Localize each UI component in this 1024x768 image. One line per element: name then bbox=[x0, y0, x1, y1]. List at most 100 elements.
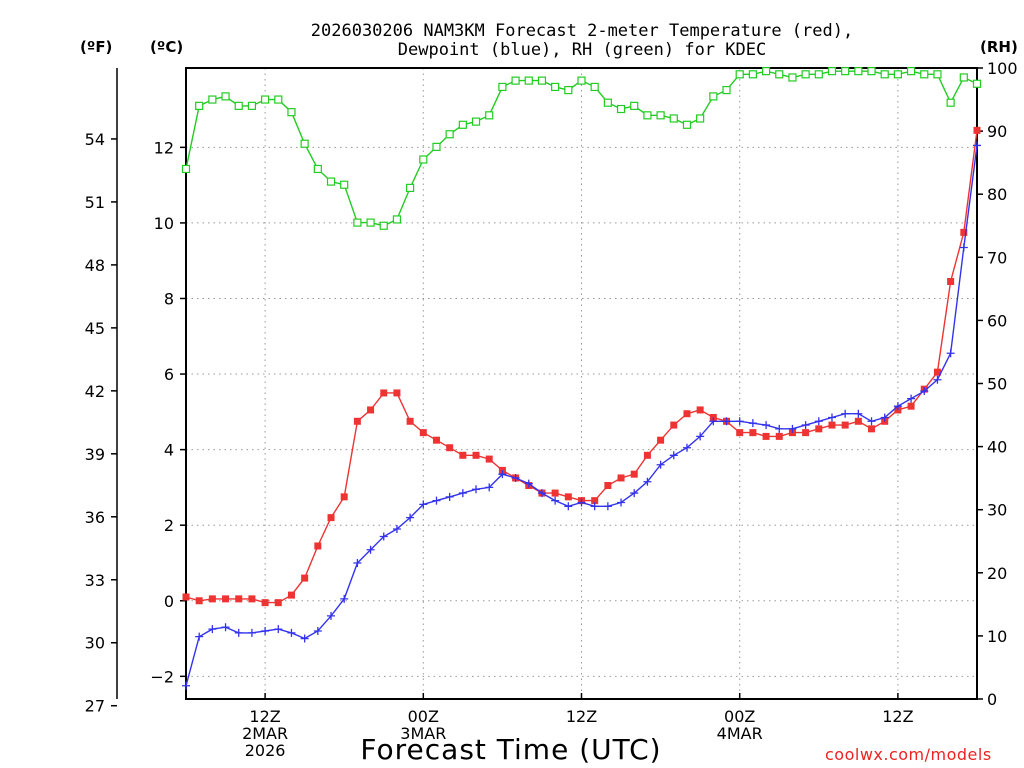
dewpoint-point bbox=[643, 477, 652, 486]
relative-humidity-point bbox=[247, 101, 257, 110]
dewpoint-point bbox=[696, 432, 705, 441]
temperature-point bbox=[841, 421, 849, 429]
dewpoint-point bbox=[933, 375, 942, 384]
dewpoint-point bbox=[392, 524, 401, 533]
relative-humidity-point bbox=[788, 73, 797, 82]
celsius-tick-label: −2 bbox=[150, 667, 174, 686]
temperature-point bbox=[670, 421, 678, 429]
dewpoint-point bbox=[801, 421, 810, 430]
celsius-tick-label: 2 bbox=[164, 516, 174, 535]
temperature-point bbox=[907, 402, 915, 410]
temperature-point bbox=[367, 406, 375, 414]
relative-humidity-point bbox=[656, 111, 665, 120]
dewpoint-point bbox=[472, 485, 481, 494]
dewpoint-point bbox=[353, 558, 362, 567]
dewpoint-point bbox=[617, 498, 626, 507]
credit-text: coolwx.com/models bbox=[825, 745, 992, 764]
celsius-tick-label: 8 bbox=[164, 289, 174, 308]
relative-humidity-point bbox=[959, 73, 968, 82]
celsius-tick-label: 0 bbox=[164, 592, 174, 611]
dewpoint-point bbox=[748, 419, 757, 428]
relative-humidity-point bbox=[300, 139, 309, 148]
relative-humidity-point bbox=[471, 117, 481, 126]
temperature-point bbox=[235, 595, 243, 603]
temperature-point bbox=[643, 451, 651, 459]
dewpoint-point bbox=[867, 417, 876, 426]
temperature-point bbox=[459, 451, 467, 459]
celsius-unit-label: (ºC) bbox=[150, 38, 183, 56]
relative-humidity-point bbox=[920, 70, 929, 79]
x-axis-title: Forecast Time (UTC) bbox=[360, 733, 661, 766]
fahrenheit-tick-label: 48 bbox=[85, 256, 105, 275]
relative-humidity-point bbox=[340, 180, 349, 189]
celsius-tick-label: 4 bbox=[164, 441, 174, 460]
dewpoint-point bbox=[379, 532, 388, 541]
relative-humidity-point bbox=[761, 67, 771, 76]
relative-humidity-point bbox=[603, 98, 612, 107]
x-tick-label: 2MAR bbox=[242, 724, 288, 743]
fahrenheit-tick-label: 54 bbox=[85, 130, 105, 149]
fahrenheit-tick-label: 27 bbox=[85, 697, 105, 716]
rh-tick-label: 60 bbox=[987, 311, 1007, 330]
relative-humidity-point bbox=[972, 79, 982, 88]
dewpoint-point bbox=[432, 496, 441, 505]
relative-humidity-point bbox=[880, 70, 889, 79]
relative-humidity-point bbox=[946, 98, 955, 107]
dewpoint-point bbox=[208, 625, 217, 634]
dewpoint-point bbox=[564, 502, 573, 511]
temperature-point bbox=[736, 429, 744, 437]
relative-humidity-point bbox=[814, 70, 823, 79]
x-tick-label: 00Z bbox=[724, 707, 755, 726]
temperature-point bbox=[696, 406, 704, 414]
temperature-point bbox=[222, 595, 230, 603]
dewpoint-point bbox=[445, 492, 454, 501]
dewpoint-point bbox=[920, 387, 929, 396]
dewpoint-point bbox=[537, 489, 546, 498]
temperature-point bbox=[261, 599, 269, 607]
dewpoint-point bbox=[854, 409, 863, 418]
relative-humidity-point bbox=[735, 70, 744, 79]
fahrenheit-tick-label: 33 bbox=[85, 571, 105, 590]
relative-humidity-point bbox=[234, 101, 243, 110]
fahrenheit-tick-label: 45 bbox=[85, 319, 105, 338]
celsius-tick-label: 6 bbox=[164, 365, 174, 384]
temperature-point bbox=[287, 591, 295, 599]
relative-humidity-point bbox=[221, 92, 230, 101]
relative-humidity-point bbox=[406, 183, 415, 192]
dewpoint-point bbox=[973, 141, 981, 150]
dewpoint-point bbox=[261, 626, 270, 635]
x-tick-label: 12Z bbox=[249, 707, 280, 726]
x-tick-label: 2026 bbox=[245, 741, 286, 760]
dewpoint-point bbox=[603, 502, 612, 511]
temperature-point bbox=[868, 425, 876, 433]
dewpoint-point bbox=[195, 632, 204, 641]
relative-humidity-point bbox=[616, 104, 626, 114]
x-tick-label: 12Z bbox=[566, 707, 597, 726]
fahrenheit-tick-label: 42 bbox=[85, 382, 105, 401]
relative-humidity-point bbox=[445, 130, 454, 139]
relative-humidity-point bbox=[669, 114, 678, 123]
temperature-point bbox=[353, 417, 361, 425]
fahrenheit-tick-label: 39 bbox=[85, 445, 105, 464]
dewpoint-point bbox=[722, 417, 731, 426]
relative-humidity-point bbox=[551, 82, 560, 92]
temperature-point bbox=[419, 429, 427, 437]
plot-frame bbox=[185, 67, 978, 700]
temperature-point bbox=[314, 542, 322, 550]
relative-humidity-point bbox=[195, 101, 204, 110]
relative-humidity-point bbox=[748, 70, 757, 79]
dewpoint-point bbox=[669, 451, 678, 460]
x-tick-label: 3MAR bbox=[400, 724, 446, 743]
temperature-point bbox=[828, 421, 836, 429]
dewpoint-point bbox=[511, 473, 520, 482]
dewpoint-point bbox=[682, 443, 691, 452]
dewpoint-point bbox=[946, 349, 955, 358]
dewpoint-point bbox=[327, 611, 336, 620]
temperature-point bbox=[815, 425, 823, 433]
relative-humidity-point bbox=[353, 218, 362, 227]
temperature-point bbox=[195, 597, 203, 605]
relative-humidity-point bbox=[867, 67, 876, 76]
temperature-point bbox=[551, 489, 559, 497]
temperature-point bbox=[591, 497, 599, 505]
dewpoint-point bbox=[247, 628, 256, 637]
